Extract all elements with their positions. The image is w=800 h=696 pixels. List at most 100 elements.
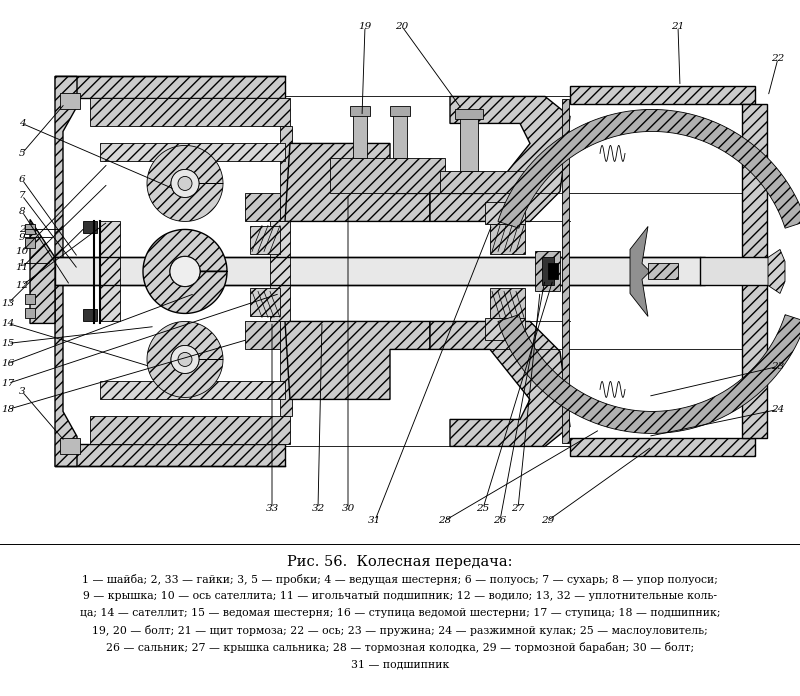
- Bar: [90, 98, 290, 127]
- Bar: [700, 258, 772, 285]
- Text: 7: 7: [18, 191, 26, 200]
- Circle shape: [178, 177, 192, 191]
- Text: 30: 30: [342, 504, 354, 513]
- Text: 5: 5: [18, 149, 26, 158]
- Bar: [245, 193, 280, 221]
- Bar: [542, 258, 554, 285]
- Bar: [742, 104, 767, 438]
- Polygon shape: [285, 322, 430, 400]
- Text: 31 — подшипник: 31 — подшипник: [351, 659, 449, 669]
- Text: 9 — крышка; 10 — ось сателлита; 11 — игольчатый подшипник; 12 — водило; 13, 32 —: 9 — крышка; 10 — ось сателлита; 11 — иго…: [83, 591, 717, 601]
- Text: 28: 28: [438, 516, 452, 525]
- Polygon shape: [147, 145, 223, 221]
- Bar: [55, 445, 285, 466]
- Bar: [570, 438, 755, 457]
- Bar: [485, 319, 525, 340]
- Text: 6: 6: [18, 175, 26, 184]
- Bar: [25, 294, 35, 304]
- Text: 31: 31: [368, 516, 382, 525]
- Bar: [280, 127, 292, 221]
- Text: 13: 13: [2, 299, 14, 308]
- Bar: [490, 288, 525, 319]
- Bar: [280, 322, 292, 416]
- Text: 25: 25: [476, 504, 490, 513]
- Text: 20: 20: [395, 22, 409, 31]
- Bar: [548, 264, 558, 279]
- Bar: [350, 106, 370, 116]
- Text: ца; 14 — сателлит; 15 — ведомая шестерня; 16 — ступица ведомой шестерни; 17 — ст: ца; 14 — сателлит; 15 — ведомая шестерня…: [80, 608, 720, 618]
- Text: 22: 22: [771, 54, 785, 63]
- Bar: [250, 226, 280, 255]
- Bar: [55, 77, 285, 98]
- Polygon shape: [430, 322, 570, 446]
- Bar: [25, 239, 35, 248]
- Bar: [83, 310, 97, 322]
- Bar: [562, 100, 569, 443]
- Text: 1: 1: [18, 259, 26, 268]
- Text: 18: 18: [2, 405, 14, 414]
- Text: 14: 14: [2, 319, 14, 328]
- Text: Рис. 56.  Колесная передача:: Рис. 56. Колесная передача:: [287, 555, 513, 569]
- Bar: [25, 224, 35, 235]
- Bar: [250, 288, 280, 317]
- Bar: [100, 381, 285, 400]
- Text: 26: 26: [494, 516, 506, 525]
- Polygon shape: [768, 249, 785, 294]
- Bar: [460, 116, 478, 171]
- Bar: [570, 86, 755, 104]
- Polygon shape: [430, 97, 570, 221]
- Polygon shape: [498, 315, 800, 434]
- Text: 27: 27: [511, 504, 525, 513]
- Text: 10: 10: [15, 247, 29, 256]
- Bar: [60, 93, 80, 109]
- Text: 4: 4: [18, 119, 26, 128]
- Polygon shape: [143, 230, 227, 313]
- Text: 24: 24: [771, 405, 785, 414]
- Bar: [648, 264, 678, 279]
- Bar: [455, 109, 483, 120]
- Text: 23: 23: [771, 362, 785, 371]
- Text: 8: 8: [18, 207, 26, 216]
- Bar: [60, 438, 80, 454]
- Bar: [270, 221, 290, 322]
- Bar: [535, 251, 560, 292]
- Polygon shape: [55, 77, 77, 466]
- Text: 11: 11: [15, 263, 29, 272]
- Text: 19: 19: [358, 22, 372, 31]
- Bar: [330, 159, 445, 193]
- Text: 26 — сальник; 27 — крышка сальника; 28 — тормозная колодка, 29 — тормозной бараб: 26 — сальник; 27 — крышка сальника; 28 —…: [106, 642, 694, 653]
- Polygon shape: [630, 226, 650, 317]
- Text: 19, 20 — болт; 21 — щит тормоза; 22 — ось; 23 — пружина; 24 — разжимной кулак; 2: 19, 20 — болт; 21 — щит тормоза; 22 — ос…: [92, 625, 708, 636]
- Circle shape: [170, 256, 200, 287]
- Bar: [100, 221, 120, 322]
- Bar: [55, 258, 705, 285]
- Text: 12: 12: [15, 281, 29, 290]
- Bar: [353, 113, 367, 159]
- Text: 15: 15: [2, 339, 14, 348]
- Polygon shape: [285, 143, 430, 221]
- Circle shape: [171, 345, 199, 374]
- Bar: [440, 171, 530, 193]
- Text: 33: 33: [266, 504, 278, 513]
- Text: 16: 16: [2, 359, 14, 368]
- Circle shape: [171, 169, 199, 198]
- Bar: [90, 416, 290, 445]
- Text: 1 — шайба; 2, 33 — гайки; 3, 5 — пробки; 4 — ведущая шестерня; 6 — полуось; 7 — : 1 — шайба; 2, 33 — гайки; 3, 5 — пробки;…: [82, 574, 718, 585]
- Bar: [485, 203, 525, 224]
- Text: 29: 29: [542, 516, 554, 525]
- Polygon shape: [147, 322, 223, 397]
- Text: 32: 32: [311, 504, 325, 513]
- Circle shape: [178, 352, 192, 366]
- Bar: [490, 224, 525, 255]
- Text: 9: 9: [18, 233, 26, 242]
- Text: 17: 17: [2, 379, 14, 388]
- Text: 21: 21: [671, 22, 685, 31]
- Bar: [393, 113, 407, 159]
- Bar: [83, 221, 97, 233]
- Text: 2: 2: [18, 225, 26, 234]
- Bar: [245, 322, 280, 349]
- Text: 3: 3: [18, 387, 26, 396]
- Bar: [100, 143, 285, 161]
- Bar: [25, 308, 35, 319]
- Bar: [390, 106, 410, 116]
